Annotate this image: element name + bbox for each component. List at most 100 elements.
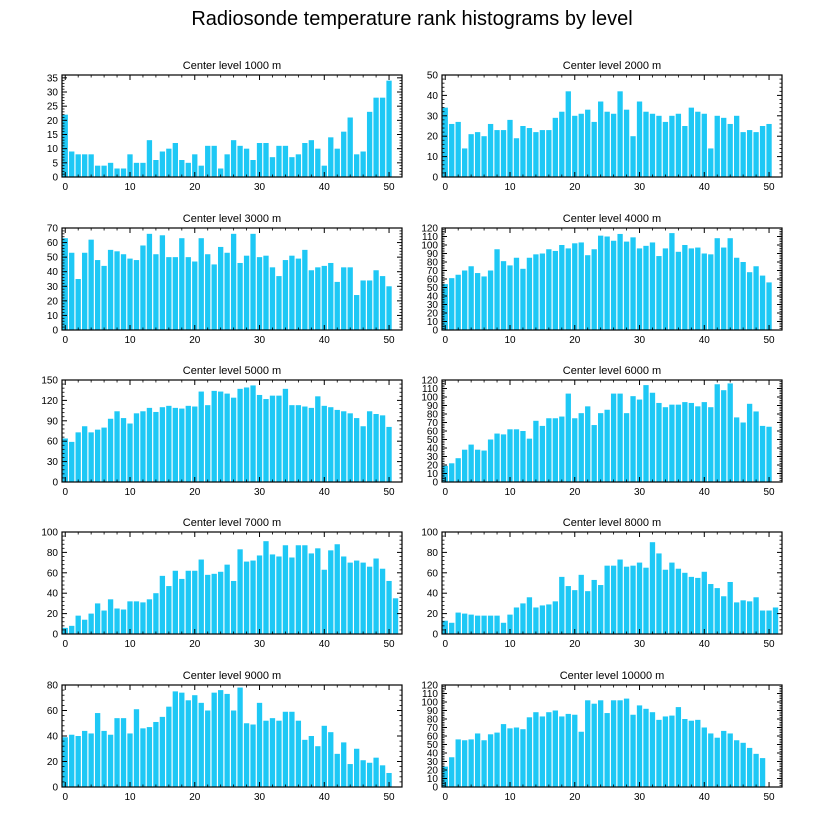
- bar: [82, 154, 88, 177]
- bar: [740, 742, 746, 787]
- bar: [127, 258, 133, 330]
- bar: [513, 257, 520, 330]
- bar: [610, 393, 617, 482]
- bar: [179, 692, 185, 787]
- bar: [721, 390, 727, 482]
- bar: [334, 148, 340, 177]
- bar: [62, 238, 68, 330]
- bar: [481, 136, 487, 177]
- bar: [256, 702, 263, 787]
- x-tick-label: 50: [763, 487, 775, 498]
- bar: [159, 716, 166, 788]
- bar: [127, 154, 133, 177]
- bar: [230, 710, 237, 787]
- x-tick-label: 30: [254, 335, 266, 346]
- bar: [559, 576, 565, 634]
- bar: [455, 121, 461, 177]
- bar: [649, 242, 656, 330]
- bar: [552, 418, 558, 482]
- bar: [643, 111, 649, 177]
- bar: [321, 725, 327, 787]
- bar: [682, 402, 688, 482]
- bar: [714, 115, 720, 177]
- bar: [308, 270, 314, 330]
- y-tick-label: 100: [421, 698, 438, 709]
- bar: [565, 713, 571, 787]
- bar: [585, 591, 591, 634]
- x-tick-label: 20: [189, 792, 201, 803]
- bar: [360, 151, 366, 177]
- x-tick-label: 50: [383, 792, 395, 803]
- bar: [468, 444, 474, 482]
- y-tick-label: 120: [421, 681, 438, 692]
- y-tick-label: 50: [427, 71, 439, 82]
- bar: [591, 249, 597, 330]
- bar: [256, 143, 263, 177]
- x-tick-label: 20: [189, 335, 201, 346]
- bar: [114, 411, 120, 482]
- y-tick-label: 10: [427, 469, 439, 480]
- bar: [224, 693, 230, 787]
- bar: [585, 109, 591, 177]
- y-tick-label: 40: [47, 732, 59, 743]
- bar: [120, 609, 127, 634]
- bar: [500, 130, 507, 177]
- bar: [533, 132, 539, 177]
- y-tick-label: 110: [422, 232, 438, 243]
- bar: [708, 733, 714, 787]
- x-tick-label: 20: [569, 792, 581, 803]
- bar: [455, 739, 461, 787]
- bar: [591, 579, 597, 634]
- x-tick-label: 50: [763, 792, 775, 803]
- bar: [442, 284, 448, 330]
- bar: [572, 418, 578, 482]
- y-tick-label: 90: [47, 416, 59, 427]
- bar: [295, 258, 302, 330]
- bar: [282, 711, 289, 787]
- bar: [386, 580, 392, 634]
- y-tick-label: 30: [427, 111, 439, 122]
- bar: [347, 267, 353, 330]
- y-tick-label: 0: [52, 478, 58, 489]
- bar: [366, 280, 373, 330]
- bar: [701, 727, 707, 787]
- x-tick-label: 0: [62, 792, 68, 803]
- bar: [321, 265, 327, 330]
- bar: [656, 256, 662, 330]
- bar: [179, 238, 185, 330]
- bar: [533, 607, 539, 634]
- bar: [308, 736, 314, 787]
- bar: [701, 402, 707, 482]
- x-tick-label: 10: [124, 792, 136, 803]
- bar: [341, 411, 347, 482]
- bar: [146, 407, 153, 482]
- x-tick-label: 40: [699, 487, 711, 498]
- bar: [662, 716, 669, 787]
- bar: [474, 449, 481, 482]
- bar: [759, 275, 766, 330]
- bar: [662, 248, 669, 330]
- bar: [373, 414, 379, 482]
- y-tick-label: 20: [47, 296, 59, 307]
- bar: [714, 588, 720, 634]
- bar: [373, 270, 379, 330]
- bar: [366, 411, 373, 482]
- bar: [140, 245, 146, 330]
- bar: [75, 615, 81, 634]
- y-tick-label: 20: [47, 757, 59, 768]
- x-tick-label: 10: [504, 487, 516, 498]
- bar: [269, 554, 276, 634]
- bar: [75, 154, 81, 177]
- bar: [211, 573, 217, 634]
- bar: [328, 732, 334, 787]
- bar: [714, 737, 720, 787]
- bar: [572, 590, 578, 634]
- bar: [662, 569, 669, 634]
- bar: [172, 143, 178, 177]
- bar: [276, 276, 282, 330]
- bar: [494, 249, 500, 330]
- y-tick-label: 10: [427, 317, 439, 328]
- bar: [114, 718, 120, 787]
- bar: [140, 411, 146, 482]
- bar: [462, 740, 468, 787]
